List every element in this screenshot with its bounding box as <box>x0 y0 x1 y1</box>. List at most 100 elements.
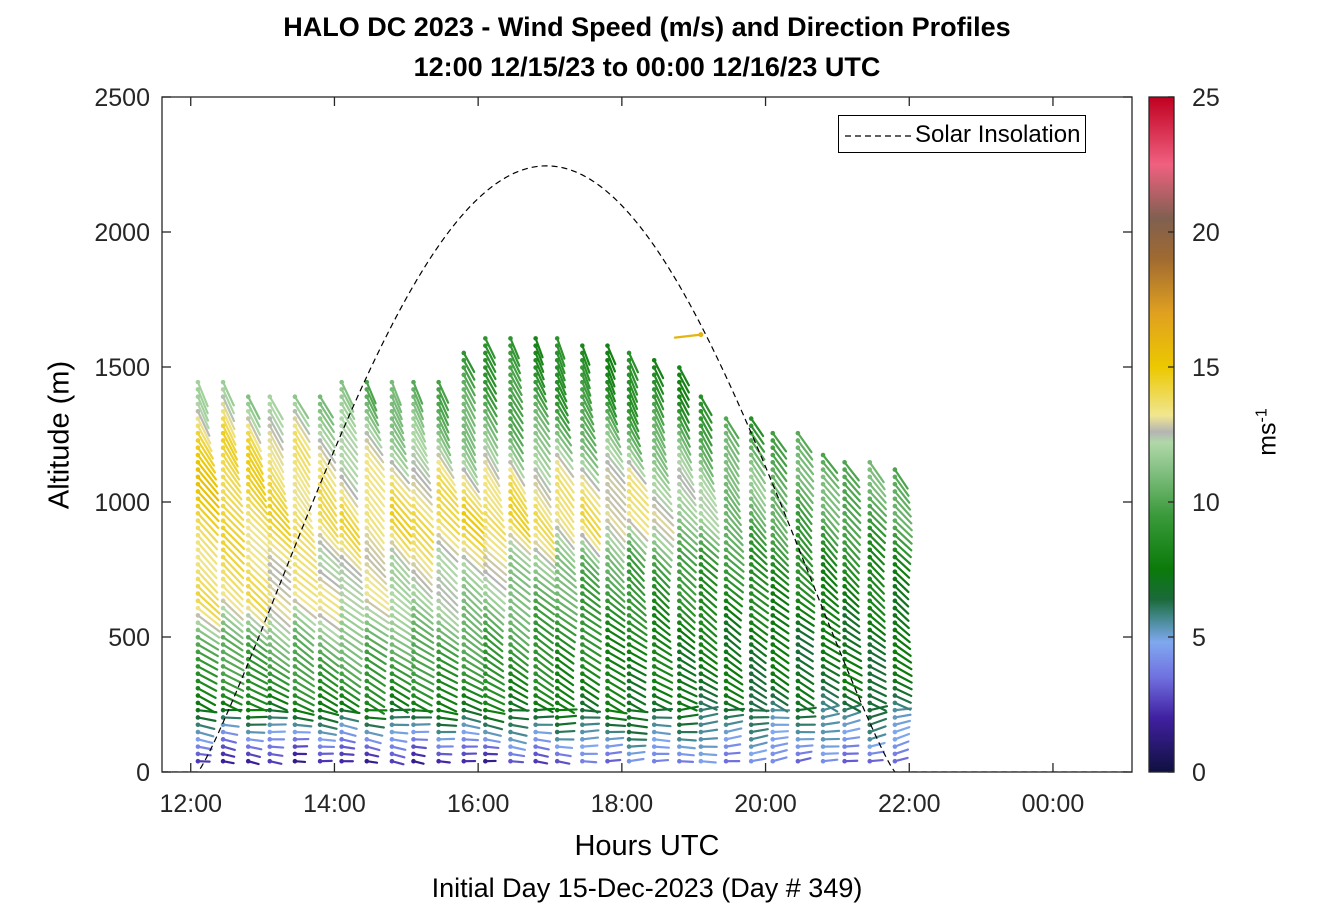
wind-barb <box>580 693 599 707</box>
wind-barb <box>580 634 602 650</box>
wind-barb <box>533 664 555 681</box>
wind-barb <box>698 562 718 580</box>
wind-barb <box>554 678 575 694</box>
wind-barb <box>389 532 411 559</box>
wind-barb <box>317 438 337 464</box>
wind-barb <box>770 547 790 567</box>
wind-barb <box>867 686 887 698</box>
wind-barb <box>892 748 910 757</box>
legend: Solar Insolation <box>838 115 1086 153</box>
wind-barb <box>842 736 861 742</box>
wind-barb <box>292 438 311 467</box>
wind-barb <box>867 711 888 720</box>
wind-barb <box>461 569 484 591</box>
wind-barb <box>220 503 245 529</box>
wind-barb <box>842 518 862 539</box>
wind-barb <box>220 562 244 587</box>
wind-barb <box>436 627 460 646</box>
wind-barb <box>605 569 626 590</box>
wind-barb <box>245 678 269 692</box>
wind-barb <box>748 749 768 757</box>
wind-barb <box>317 401 335 426</box>
wind-barb <box>867 733 887 742</box>
wind-barb <box>770 627 790 642</box>
wind-barb <box>820 474 841 497</box>
wind-barb <box>389 423 406 449</box>
wind-barb <box>723 438 740 463</box>
wind-barb <box>245 532 270 556</box>
wind-barb <box>339 387 355 413</box>
wind-barb <box>389 576 412 599</box>
wind-barb <box>533 642 554 659</box>
wind-barb <box>389 758 405 766</box>
wind-barb <box>723 569 745 587</box>
wind-barb <box>461 722 481 730</box>
wind-barb <box>892 554 911 572</box>
wind-barb <box>317 751 334 757</box>
wind-barb <box>677 613 696 631</box>
wind-barb <box>220 598 244 621</box>
wind-barb <box>867 758 884 764</box>
wind-barb <box>195 576 219 601</box>
wind-barb <box>411 627 435 644</box>
wind-barb <box>339 445 359 470</box>
wind-barb <box>245 547 270 570</box>
colorbar-tick-label: 15 <box>1192 354 1220 382</box>
wind-barb <box>770 722 790 728</box>
wind-barb <box>892 576 910 594</box>
wind-barb <box>842 554 860 575</box>
wind-barb <box>892 627 911 644</box>
wind-barb <box>677 445 693 472</box>
wind-barb <box>651 700 672 712</box>
wind-barb <box>820 554 838 574</box>
wind-barb <box>267 430 284 459</box>
wind-barb <box>461 350 476 374</box>
wind-barb <box>364 744 381 752</box>
wind-barb <box>220 613 244 633</box>
wind-barb <box>195 511 219 537</box>
wind-barb <box>364 540 386 565</box>
wind-barb <box>677 518 699 539</box>
wind-barb <box>245 408 262 436</box>
wind-barb <box>698 720 719 728</box>
wind-barb <box>411 758 425 765</box>
wind-barb <box>195 562 218 587</box>
wind-barb <box>626 722 648 729</box>
wind-barb <box>364 423 383 449</box>
wind-barb <box>698 554 719 573</box>
wind-barb <box>698 737 719 742</box>
wind-barb <box>677 598 696 617</box>
wind-barb <box>580 678 600 693</box>
wind-barb <box>842 758 859 764</box>
wind-barb <box>508 613 531 633</box>
wind-barb <box>267 540 292 563</box>
x-axis-sublabel: Initial Day 15-Dec-2023 (Day # 349) <box>431 873 863 903</box>
wind-barb <box>364 715 387 721</box>
wind-barb <box>292 715 314 722</box>
wind-barb <box>292 737 310 742</box>
wind-barb <box>411 583 434 606</box>
wind-barb <box>748 634 768 650</box>
wind-barb <box>267 649 291 667</box>
wind-barb <box>554 671 575 687</box>
wind-barb <box>651 525 675 548</box>
wind-barb <box>411 379 424 405</box>
wind-barb <box>483 686 506 699</box>
wind-barb <box>748 722 770 728</box>
wind-barb <box>292 678 316 694</box>
wind-barb <box>533 671 555 688</box>
wind-barb <box>626 474 649 500</box>
wind-barb <box>795 642 814 656</box>
wind-barb <box>580 736 600 742</box>
wind-barb <box>389 379 402 406</box>
wind-barb <box>220 722 240 728</box>
wind-barb <box>842 693 862 706</box>
wind-barb <box>436 430 452 457</box>
wind-barb <box>698 649 718 665</box>
wind-barb <box>389 554 411 578</box>
wind-barb <box>605 598 626 616</box>
wind-barb <box>339 729 357 737</box>
wind-barb <box>389 474 412 500</box>
wind-barb <box>723 562 745 580</box>
wind-barb <box>436 671 459 685</box>
